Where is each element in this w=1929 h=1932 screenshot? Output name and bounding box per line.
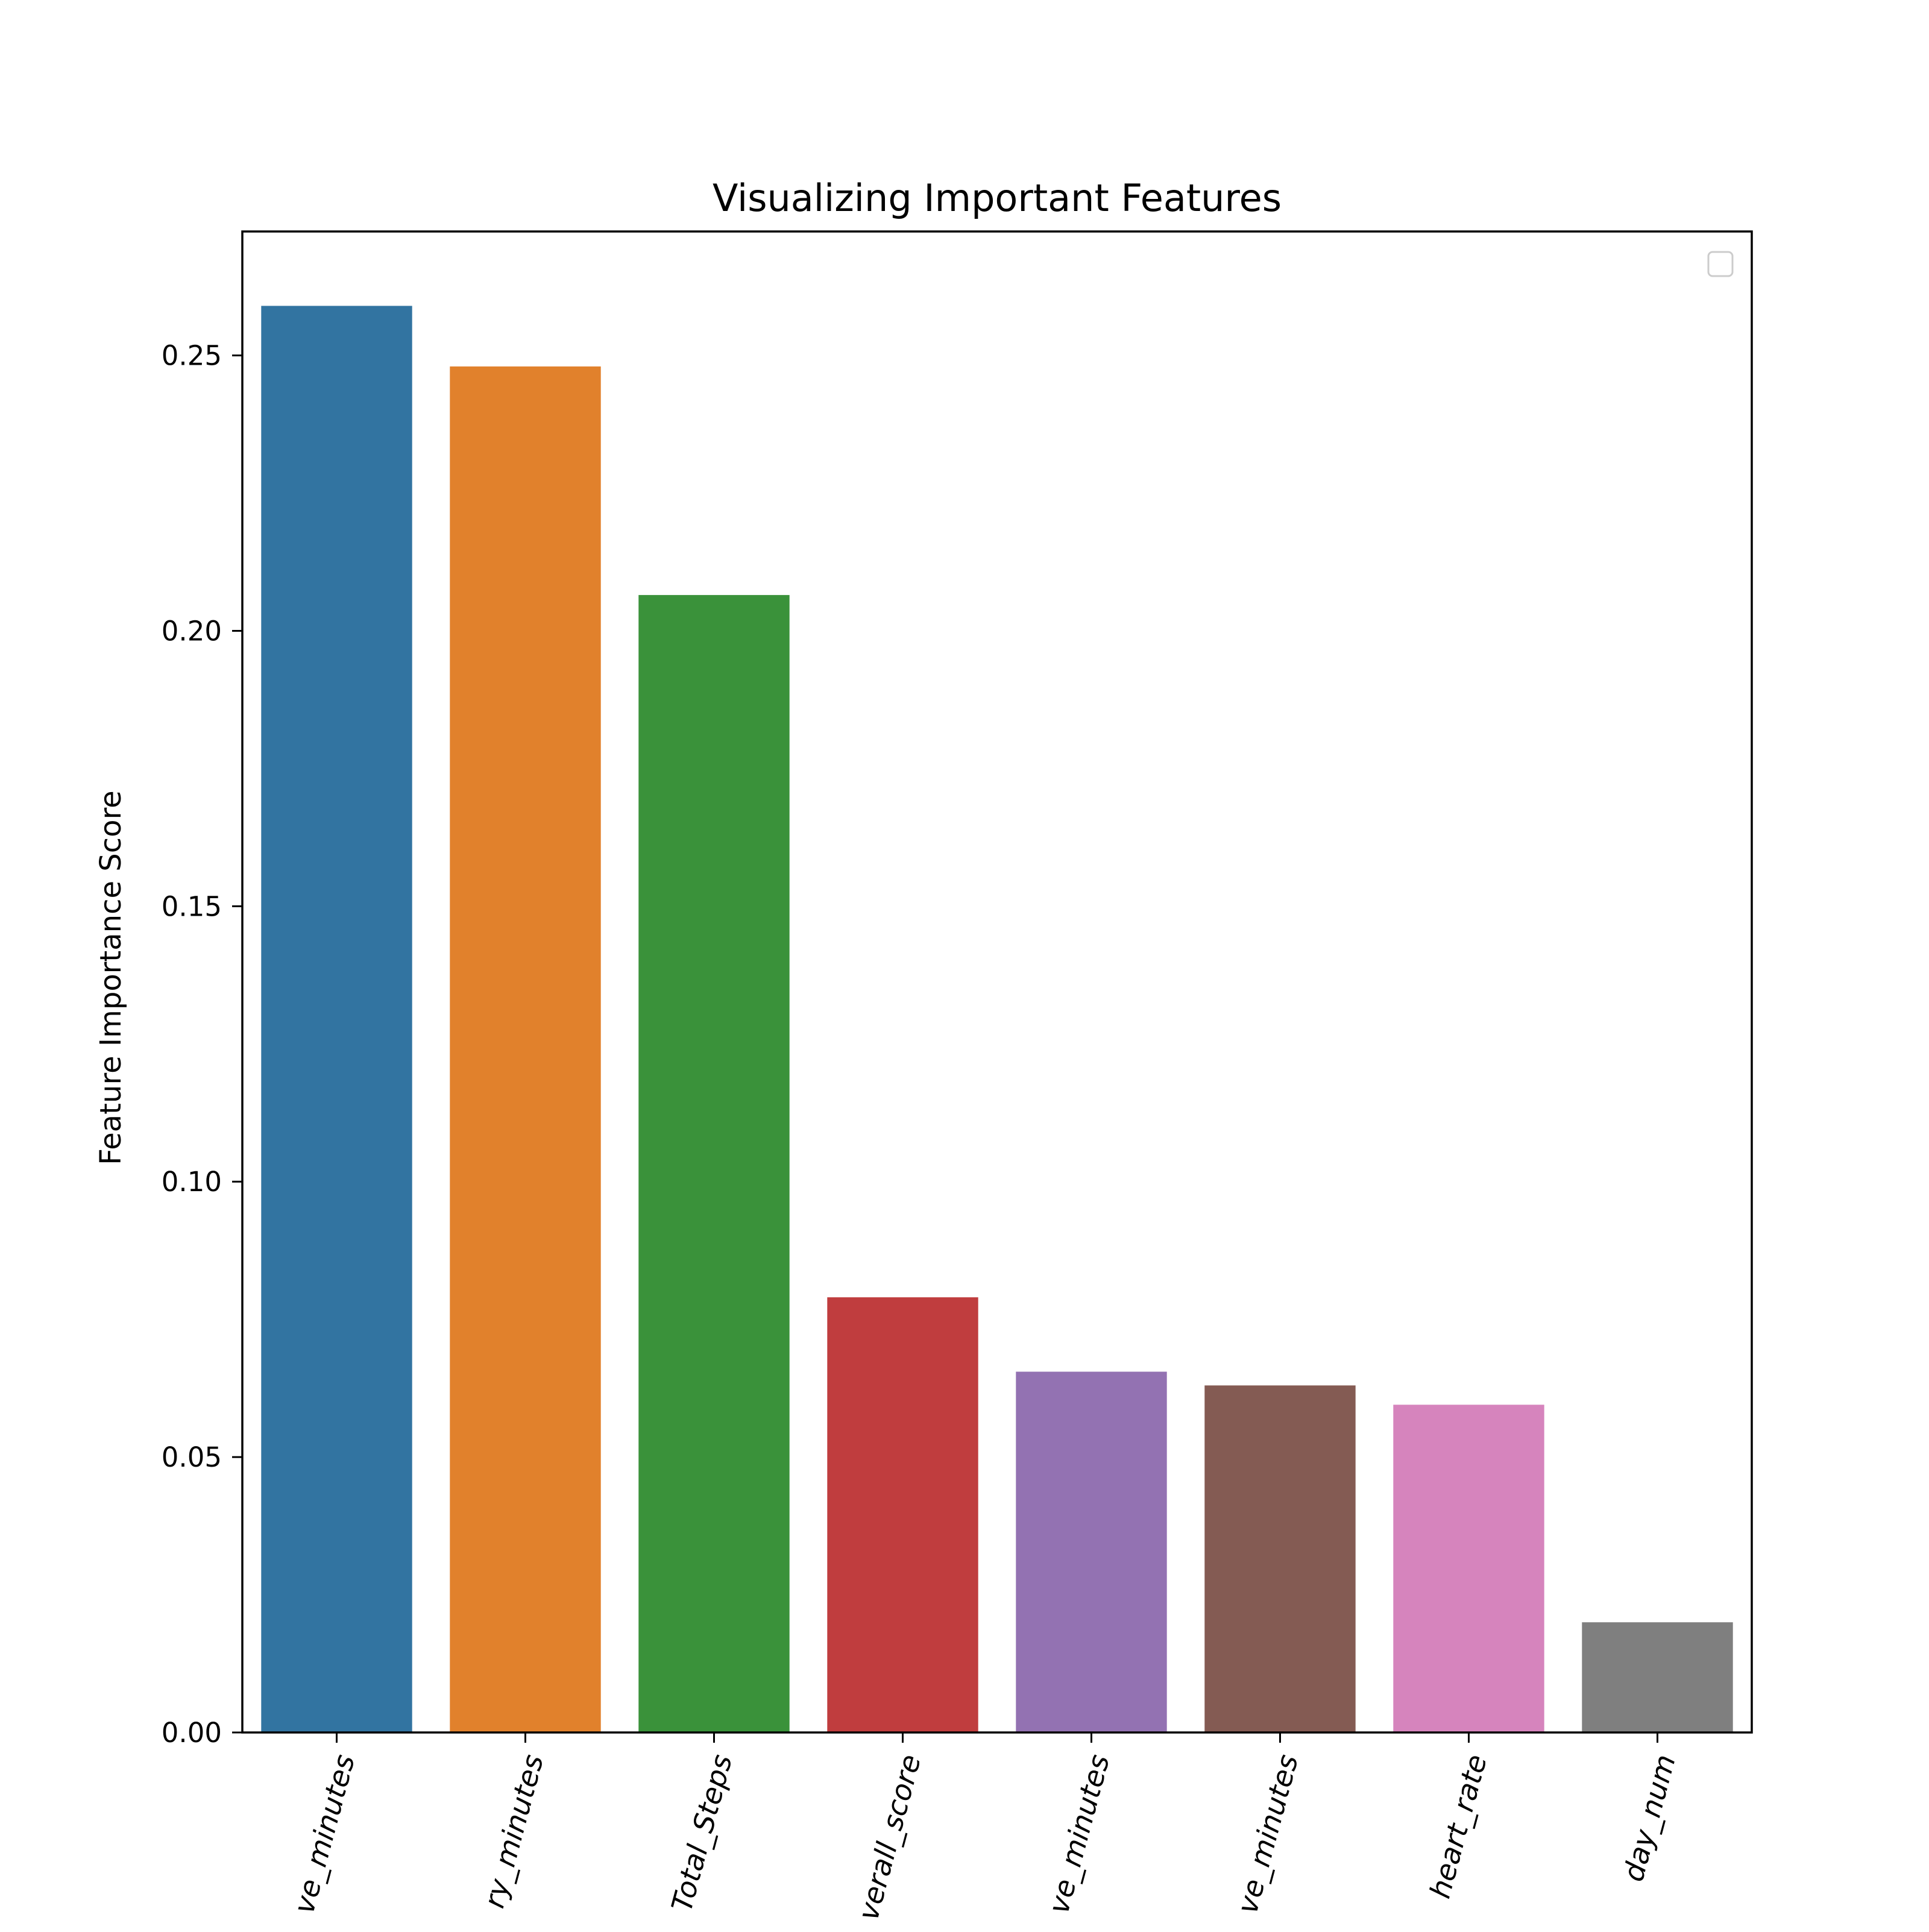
chart-title: Visualizing Important Features [713,176,1282,220]
y-axis: 0.00 0.05 0.10 0.15 0.20 0.25 [162,340,242,1749]
bar-7 [1582,1622,1733,1732]
x-tick-label-7: day_num [1617,1751,1682,1885]
y-tick-label-5: 0.25 [162,340,222,372]
legend-box[interactable] [1707,251,1734,277]
y-tick-label-3: 0.15 [162,890,222,922]
bar-3 [827,1297,978,1732]
x-tick-label-1: ry_minutes [477,1751,550,1912]
bar-1 [450,366,601,1733]
x-tick-label-2: Total_Steps [666,1751,739,1915]
x-tick-label-6: heart_rate [1424,1751,1494,1902]
y-tick-label-4: 0.20 [162,615,222,647]
bar-2 [638,595,790,1732]
y-tick-label-0: 0.00 [162,1717,222,1749]
x-axis: ve_minutes ry_minutes Total_Steps verall_sc… [288,1732,1682,1924]
plot-frame [241,230,1753,1734]
bar-0 [261,306,412,1733]
x-tick-label-0: ve_minutes [288,1751,362,1918]
y-axis-title: Feature Importance Score [94,790,128,1165]
x-tick-label-3: verall_score [852,1751,928,1924]
x-tick-label-4: ve_minutes [1042,1751,1116,1918]
y-tick-label-1: 0.05 [162,1441,222,1473]
bar-6 [1393,1405,1544,1732]
bars-layer [261,306,1733,1733]
bar-5 [1204,1385,1356,1732]
y-tick-label-2: 0.10 [162,1166,222,1198]
x-tick-label-5: ve_minutes [1231,1751,1305,1918]
bar-4 [1016,1371,1167,1732]
